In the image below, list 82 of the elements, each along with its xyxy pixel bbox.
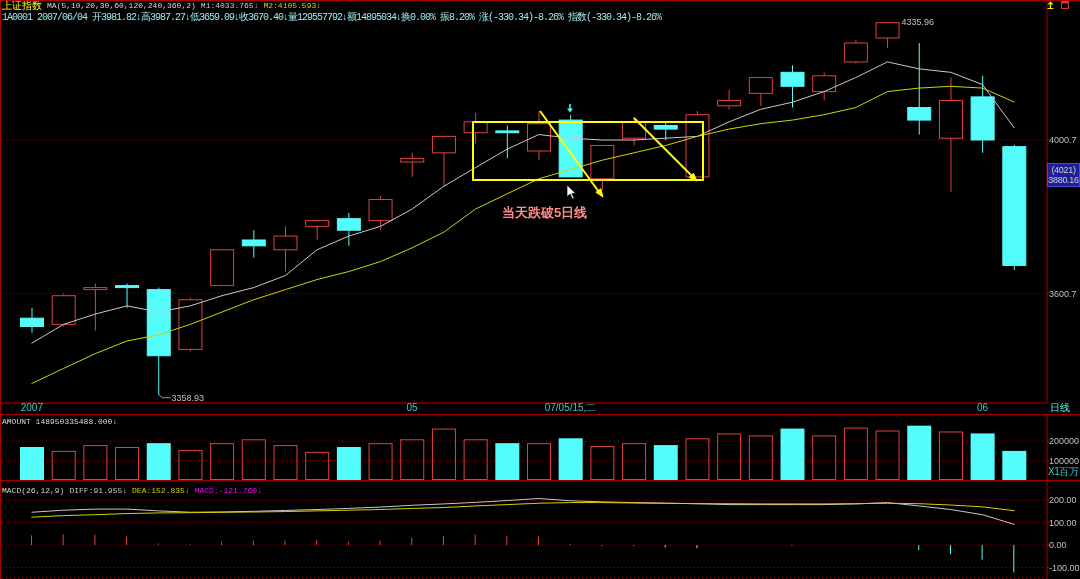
annotation: 3358.93: [171, 392, 205, 403]
bar: [622, 443, 647, 480]
bar: [875, 430, 900, 480]
bar: [780, 428, 805, 480]
bar: [178, 449, 203, 480]
bar: [241, 439, 266, 480]
candlestick: [907, 42, 932, 136]
legend-title: MA(5,10,20,30,60,120,240,360,2): [47, 0, 196, 11]
bar: [115, 447, 140, 480]
candlestick: [970, 75, 995, 154]
bar: [907, 425, 932, 480]
x-tick-label: 06: [976, 402, 989, 414]
bar: [590, 446, 615, 480]
bar: [495, 443, 520, 480]
bar: [970, 433, 995, 480]
x-axis-title: 日线: [1050, 402, 1070, 414]
candlestick: [780, 64, 805, 109]
bar: [20, 447, 44, 480]
bar: [51, 450, 76, 480]
candlestick: [400, 152, 425, 178]
annotation: MACD:-121.760↓: [194, 485, 262, 497]
line-series: [31, 61, 1015, 344]
bar: [336, 447, 361, 480]
bar: [273, 445, 298, 480]
bar: [400, 439, 425, 480]
bar: [938, 431, 963, 480]
text: 1A0001 2007/06/04 开3981.82↓高3987.27↓低3659.09↓收3670.40↓量129557792↓额14895034↓换0.00% 振8.20% 涨(-330.34)-8.26% 指数(-330.34)-8.26%: [2, 12, 662, 24]
bar: [685, 438, 710, 480]
y-tick-label: -100.00: [1049, 562, 1080, 573]
y-axis-title: X1百万: [1048, 466, 1079, 478]
bar: [527, 443, 551, 480]
bar: [653, 445, 678, 480]
bar: [83, 445, 108, 480]
candlestick: [938, 77, 963, 193]
annotation: 当天跌破5日线: [501, 205, 588, 221]
y-tick-label: 0.00: [1049, 540, 1067, 551]
readout-box: (4021) 3880.16: [1047, 163, 1080, 187]
candlestick: [812, 71, 837, 101]
candlestick: [495, 124, 520, 159]
candlestick: [305, 220, 330, 241]
annotation: 4335.96: [901, 17, 934, 28]
y-tick-label: 200000: [1049, 436, 1080, 447]
legend-title: MACD(26,12,9): [2, 485, 65, 497]
bar: [210, 443, 235, 480]
candlestick: [431, 135, 456, 187]
candlestick: [843, 39, 868, 65]
x-tick-label: 07/05/15,二: [544, 402, 597, 414]
y-tick-label: 4000.7: [1049, 134, 1077, 145]
chart-title: 上证指数: [2, 0, 42, 12]
bar: [463, 439, 488, 480]
y-tick-label: 200.00: [1049, 495, 1077, 506]
text: M2:4105.593↓: [263, 0, 322, 12]
bar: [305, 451, 330, 480]
candlestick: [20, 307, 44, 334]
series-label: DIFF:91.955↓: [69, 485, 128, 497]
bar: [431, 428, 456, 480]
candlestick: [717, 89, 742, 110]
bar: [717, 433, 742, 480]
bar: [843, 427, 868, 480]
bar: [558, 438, 583, 480]
bar: [146, 443, 171, 480]
line-series: [31, 502, 1015, 518]
text: DEA:152.835↓: [132, 485, 190, 497]
line-series: [31, 85, 1015, 384]
bar: [748, 435, 773, 480]
y-tick-label: 100.00: [1049, 517, 1077, 528]
candlestick: [463, 112, 488, 145]
candlestick: [146, 287, 171, 396]
candlestick: [336, 212, 361, 247]
x-tick-label: 05: [406, 402, 419, 414]
chart-title: AMOUNT 148950335488.000↓: [2, 416, 118, 428]
bar: [368, 443, 393, 480]
bar: [1002, 450, 1027, 480]
y-tick-label: 100000: [1049, 455, 1080, 466]
candlestick: [83, 283, 108, 332]
y-tick-label: 3600.7: [1049, 288, 1077, 299]
candlestick: [115, 283, 140, 309]
candlestick: [748, 77, 773, 107]
bar: [812, 435, 837, 480]
text: M1:4033.765↓: [200, 0, 259, 12]
candlestick: [241, 229, 266, 259]
x-tick-label: 2007: [20, 402, 44, 414]
